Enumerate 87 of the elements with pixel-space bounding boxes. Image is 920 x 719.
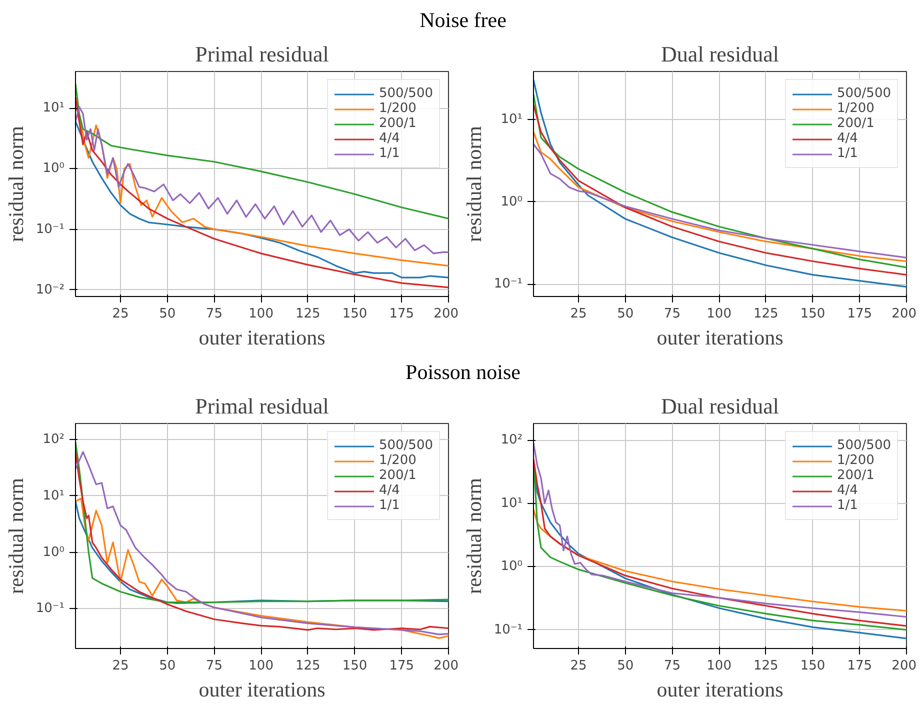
x-tick-label: 200 [434,658,459,674]
y-tick-label: 10¹ [500,496,523,511]
x-axis-title: outer iterations [198,678,326,702]
x-tick-label: 150 [342,658,368,674]
x-tick-label: 75 [206,306,222,322]
legend-label: 200/1 [378,116,416,131]
x-tick-label: 100 [706,306,732,322]
x-tick-label: 150 [342,306,368,322]
chart-title: Dual residual [661,42,779,66]
x-tick-label: 175 [389,306,414,322]
x-tick-label: 25 [570,306,587,322]
y-tick-label: 10² [42,432,65,447]
y-tick-label: 10⁻² [36,282,65,298]
x-tick-label: 25 [112,658,129,674]
legend-label: 200/1 [378,468,416,483]
legend-label: 4/4 [378,483,400,498]
line-series [76,96,448,288]
legend-label: 1/200 [836,101,874,116]
legend-label: 1/200 [378,101,416,116]
x-tick-label: 175 [847,306,872,322]
x-tick-label: 50 [159,306,176,322]
y-tick-label: 10⁰ [42,161,65,176]
legend-label: 500/500 [836,86,891,101]
x-tick-label: 200 [892,306,917,322]
x-tick-label: 125 [296,306,320,322]
y-axis-title: residual norm [4,478,28,594]
x-axis-title: outer iterations [656,678,784,702]
line-series [76,83,448,220]
text: Poisson noise [406,359,520,386]
legend-label: 200/1 [836,468,874,483]
x-tick-label: 75 [206,658,222,674]
y-tick-label: 10⁰ [42,544,65,560]
legend-label: 1/1 [836,146,858,161]
y-tick-label: 10⁰ [500,194,523,210]
x-tick-label: 75 [664,306,680,322]
chart-title: Primal residual [195,394,329,418]
y-tick-label: 10⁻¹ [494,276,523,292]
y-tick-label: 10¹ [500,112,523,127]
x-tick-label: 150 [800,306,826,322]
x-tick-label: 100 [706,658,732,674]
chart-title: Dual residual [661,394,779,418]
line-series [534,79,906,288]
y-axis-title: residual norm [462,478,486,594]
x-tick-label: 125 [296,658,320,674]
x-tick-label: 200 [434,306,459,322]
legend-label: 4/4 [836,483,858,498]
legend-label: 1/1 [378,146,400,161]
y-tick-label: 10⁰ [500,559,523,574]
x-axis-title: outer iterations [198,326,326,350]
x-tick-label: 50 [159,658,176,674]
x-tick-label: 50 [617,658,634,674]
y-tick-label: 10¹ [42,100,65,116]
x-tick-label: 125 [754,306,778,322]
legend-label: 4/4 [378,131,400,146]
y-tick-label: 10⁻¹ [36,601,65,616]
legend-label: 1/200 [378,453,416,468]
line-series [534,508,906,612]
x-tick-label: 150 [800,658,826,674]
legend-label: 1/200 [836,453,874,468]
x-tick-label: 25 [112,306,129,322]
x-tick-label: 50 [617,306,634,322]
legend-label: 500/500 [836,438,891,453]
legend-label: 1/1 [378,498,400,513]
x-tick-label: 75 [664,658,680,674]
x-tick-label: 100 [248,306,274,322]
x-tick-label: 200 [892,658,917,674]
y-axis-title: residual norm [4,126,28,242]
x-tick-label: 125 [754,658,778,674]
y-tick-label: 10⁻¹ [494,622,523,638]
y-tick-label: 10² [500,432,523,448]
line-series [76,441,448,604]
legend-label: 200/1 [836,116,874,131]
x-tick-label: 175 [847,658,872,674]
legend-label: 500/500 [378,438,433,453]
chart-title: Primal residual [195,42,329,66]
legend-label: 1/1 [836,498,858,513]
x-tick-label: 175 [389,658,414,674]
legend-label: 4/4 [836,131,858,146]
text: Noise free [420,7,506,34]
x-axis-title: outer iterations [656,326,784,350]
legend-label: 500/500 [378,86,433,101]
y-tick-label: 10⁻¹ [36,222,65,237]
x-tick-label: 25 [570,658,587,674]
y-tick-label: 10¹ [42,488,65,504]
x-tick-label: 100 [248,658,274,674]
line-series [76,498,448,639]
y-axis-title: residual norm [462,126,486,242]
